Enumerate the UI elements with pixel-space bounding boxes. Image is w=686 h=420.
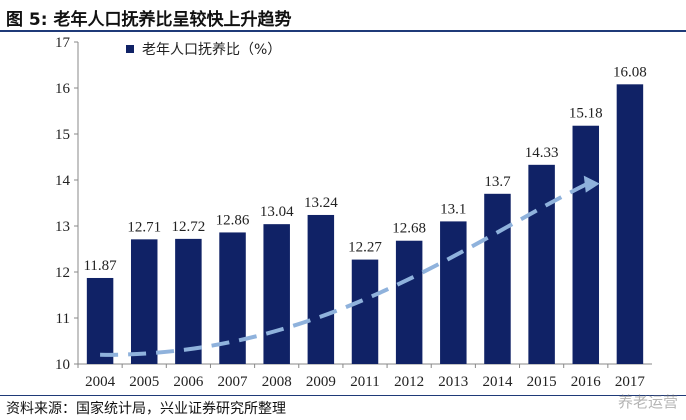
trend-line xyxy=(100,182,587,357)
title-rule xyxy=(0,30,686,32)
y-tick-label: 14 xyxy=(55,173,71,189)
x-tick-label: 2011 xyxy=(350,374,379,390)
bar xyxy=(484,193,511,364)
data-label: 16.08 xyxy=(613,64,647,80)
data-label: 12.86 xyxy=(216,212,250,228)
y-tick-label: 11 xyxy=(56,311,70,327)
data-label: 14.33 xyxy=(525,145,559,161)
data-label: 12.72 xyxy=(172,219,206,235)
x-tick-label: 2017 xyxy=(615,374,646,390)
data-label: 15.18 xyxy=(569,106,603,122)
watermark: 养老运营 xyxy=(617,393,678,411)
data-label: 13.24 xyxy=(304,195,338,211)
bar xyxy=(130,239,158,364)
bar xyxy=(572,125,600,364)
x-tick-label: 2008 xyxy=(262,374,292,390)
bar xyxy=(395,240,423,364)
figure-title: 图 5: 老年人口抚养比呈较快上升趋势 xyxy=(6,5,291,30)
bottom-rule xyxy=(0,395,686,396)
legend-swatch xyxy=(126,45,134,53)
data-label: 12.71 xyxy=(127,219,161,235)
x-tick-label: 2012 xyxy=(394,374,424,390)
bar xyxy=(307,214,335,364)
data-label: 13.04 xyxy=(260,204,294,220)
figure-label: 图 5: xyxy=(6,10,48,30)
y-tick-label: 17 xyxy=(55,35,71,51)
x-tick-label: 2009 xyxy=(306,374,336,390)
y-tick-label: 12 xyxy=(55,265,70,281)
bar xyxy=(351,259,379,364)
y-tick-label: 16 xyxy=(55,81,71,97)
bar-chart: 10 11 12 13 14 15 16 17 11.87 2004 12.71 2005 12.72 2… xyxy=(55,35,652,390)
x-tick-label: 2014 xyxy=(482,374,513,390)
bar xyxy=(86,277,114,364)
y-tick-label: 15 xyxy=(55,127,70,143)
trend-arrowhead xyxy=(583,175,600,193)
bar xyxy=(616,84,644,364)
figure-header: 图 5: 老年人口抚养比呈较快上升趋势 xyxy=(0,0,686,34)
bar xyxy=(175,238,202,364)
data-label: 13.7 xyxy=(484,174,511,190)
x-tick-label: 2006 xyxy=(173,374,204,390)
data-label: 11.87 xyxy=(83,258,117,274)
x-tick-label: 2013 xyxy=(438,374,468,390)
x-tick-label: 2016 xyxy=(571,374,602,390)
x-tick-label: 2015 xyxy=(527,374,557,390)
x-tick-label: 2005 xyxy=(129,374,159,390)
data-label: 12.68 xyxy=(392,221,426,237)
bar xyxy=(263,224,290,364)
y-tick-label: 13 xyxy=(55,219,70,235)
bar xyxy=(528,164,555,364)
legend-label: 老年人口抚养比（%） xyxy=(142,42,281,58)
data-label: 12.27 xyxy=(348,240,382,256)
x-tick-label: 2007 xyxy=(218,374,249,390)
figure-title-text: 老年人口抚养比呈较快上升趋势 xyxy=(53,10,292,30)
x-tick-label: 2004 xyxy=(85,374,116,390)
data-label: 13.1 xyxy=(440,201,466,217)
bar xyxy=(440,221,467,364)
y-tick-label: 10 xyxy=(55,357,70,373)
source-note: 资料来源：国家统计局，兴业证券研究所整理 xyxy=(6,401,286,417)
